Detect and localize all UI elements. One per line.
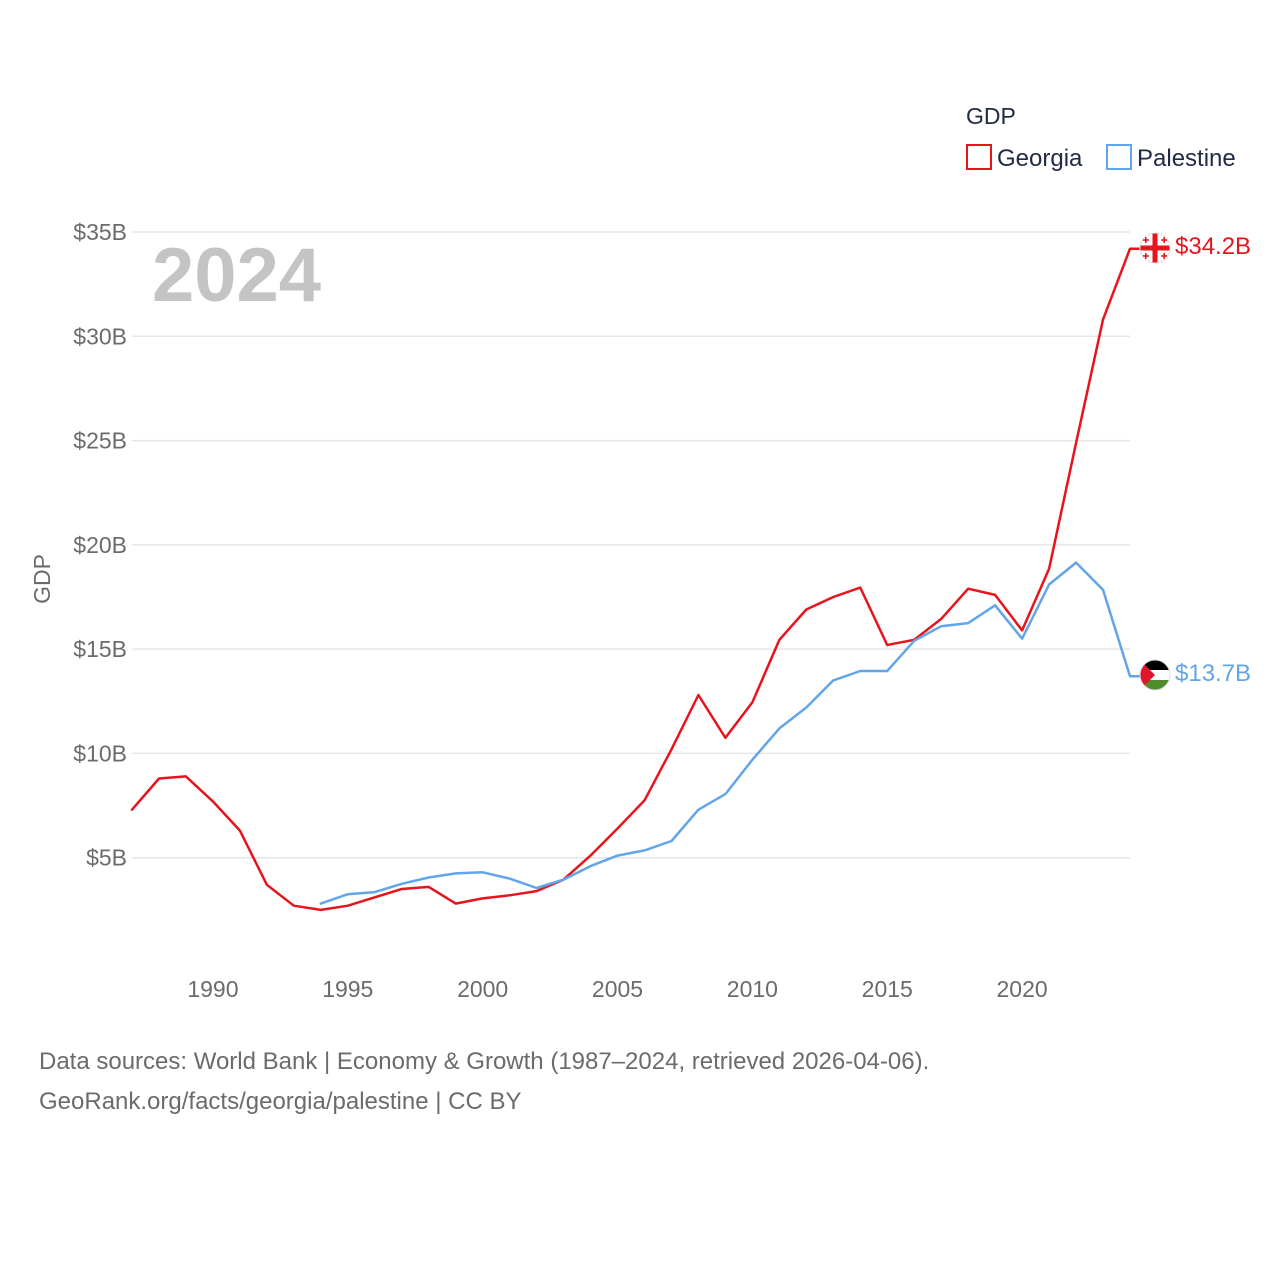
x-axis-ticks: 1990 1995 2000 2005 2010 2015 2020 [187, 976, 1047, 1002]
legend-label-palestine: Palestine [1137, 145, 1236, 172]
y-tick-label: $30B [73, 323, 127, 349]
legend-label-georgia: Georgia [997, 145, 1083, 172]
x-tick-label: 2010 [727, 976, 778, 1002]
y-tick-label: $20B [73, 532, 127, 558]
x-tick-label: 1995 [322, 976, 373, 1002]
legend-item-palestine[interactable]: Palestine [1106, 144, 1236, 172]
x-tick-label: 2005 [592, 976, 643, 1002]
year-watermark: 2024 [152, 233, 321, 318]
x-tick-label: 1990 [187, 976, 238, 1002]
legend-item-georgia[interactable]: Georgia [966, 144, 1083, 172]
y-tick-label: $25B [73, 428, 127, 454]
legend-title: GDP [966, 103, 1016, 129]
footer: Data sources: World Bank | Economy & Gro… [39, 1042, 1239, 1122]
y-axis-title: GDP [29, 554, 55, 604]
legend-swatch-palestine [1106, 144, 1132, 170]
gdp-line-chart: $5B $10B $15B $20B $25B $30B $35B 1990 1995 2000… [29, 103, 1251, 1002]
data-source-text: Data sources: World Bank | Economy & Gro… [39, 1048, 930, 1075]
series-line-georgia [130, 247, 1142, 912]
x-tick-label: 2015 [862, 976, 913, 1002]
series-line-palestine [319, 561, 1142, 905]
x-tick-label: 2020 [997, 976, 1048, 1002]
palestine-flag-icon [1139, 659, 1171, 691]
end-label-palestine: $13.7B [1175, 660, 1251, 687]
source-link-text[interactable]: GeoRank.org/facts/georgia/palestine | CC… [39, 1088, 522, 1115]
end-label-georgia: $34.2B [1175, 233, 1251, 260]
y-tick-label: $5B [86, 845, 127, 871]
y-axis-ticks: $5B $10B $15B $20B $25B $30B $35B [73, 219, 127, 871]
grid-lines [132, 231, 1130, 859]
legend: GDP Georgia Palestine [966, 103, 1236, 172]
georgia-flag-icon [1139, 232, 1171, 264]
y-tick-label: $35B [73, 219, 127, 245]
legend-swatch-georgia [966, 144, 992, 170]
series-lines [130, 247, 1142, 912]
x-tick-label: 2000 [457, 976, 508, 1002]
y-tick-label: $10B [73, 740, 127, 766]
y-tick-label: $15B [73, 636, 127, 662]
